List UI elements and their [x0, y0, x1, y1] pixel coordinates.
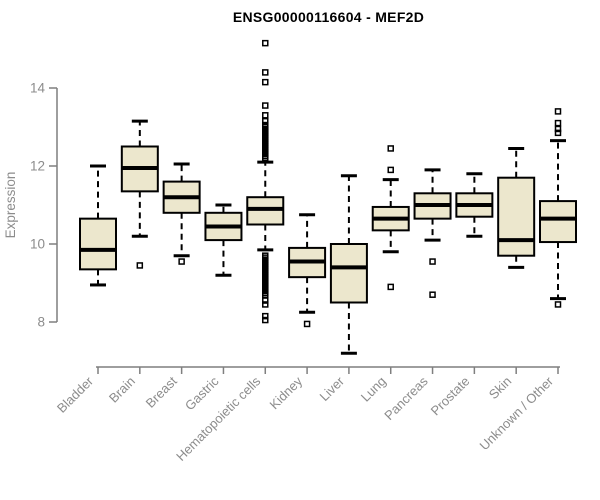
boxplot-pancreas-outlier [429, 291, 436, 298]
boxplot-pancreas-outlier [429, 258, 436, 265]
y-tick-label: 10 [30, 237, 45, 252]
boxplot-hematopoietic-cells-outlier [262, 112, 269, 119]
x-tick-label-gastric: Gastric [182, 373, 222, 413]
y-tick-label: 12 [30, 159, 45, 174]
boxplot-hematopoietic-cells-outlier [262, 301, 269, 308]
x-tick-label-prostate: Prostate [428, 374, 473, 419]
boxplot-lung-outlier [387, 166, 394, 174]
x-tick-label-lung: Lung [358, 374, 389, 405]
boxplot-hematopoietic-cells-outlier [262, 297, 269, 304]
chart-title: ENSG00000116604 - MEF2D [232, 9, 425, 25]
x-tick-label-pancreas: Pancreas [381, 373, 431, 423]
boxplot-hematopoietic-cells-outlier [262, 117, 269, 125]
boxplot-unknown-other-box [539, 200, 577, 244]
y-tick-label: 8 [37, 315, 45, 330]
boxplot-liver-box [329, 243, 368, 304]
boxplot-hematopoietic-cells-outlier [262, 154, 269, 162]
x-tick-label-brain: Brain [106, 374, 138, 406]
boxplot-lung-outlier [387, 145, 394, 152]
x-tick-label-kidney: Kidney [266, 373, 305, 412]
x-tick-label-skin: Skin [486, 374, 514, 402]
boxplot-unknown-other-outlier [554, 108, 562, 115]
boxplot-breast-outlier [178, 258, 185, 265]
boxplot-hematopoietic-cells-outlier [262, 102, 269, 109]
boxplot-unknown-other-outlier [554, 125, 562, 133]
x-tick-label-breast: Breast [143, 373, 180, 410]
boxplot-hematopoietic-cells-outlier [262, 291, 269, 298]
boxplot-unknown-other-outlier [554, 119, 562, 127]
x-tick-label-liver: Liver [316, 373, 347, 404]
boxplot-brain-outlier [136, 262, 144, 269]
boxplot-unknown-other-outlier [554, 129, 562, 137]
boxplot-hematopoietic-cells-outlier [262, 312, 269, 320]
boxplot-unknown-other-outlier [554, 301, 562, 308]
boxplot-hematopoietic-cells-outlier [262, 78, 269, 86]
y-tick-label: 14 [30, 81, 46, 96]
boxplot-skin-box [497, 176, 536, 257]
boxplot-hematopoietic-cells-outlier [262, 316, 269, 324]
x-tick-label-bladder: Bladder [54, 373, 97, 416]
boxplot-hematopoietic-cells-outlier [262, 39, 269, 47]
boxplot-bladder-box [79, 217, 117, 271]
y-axis-label: Expression [3, 172, 18, 239]
boxplot-kidney-outlier [303, 320, 311, 328]
boxplot-hematopoietic-cells-outlier [262, 69, 269, 76]
boxplot-lung-outlier [387, 283, 394, 291]
x-tick-label-unknown-other: Unknown / Other [477, 373, 557, 453]
